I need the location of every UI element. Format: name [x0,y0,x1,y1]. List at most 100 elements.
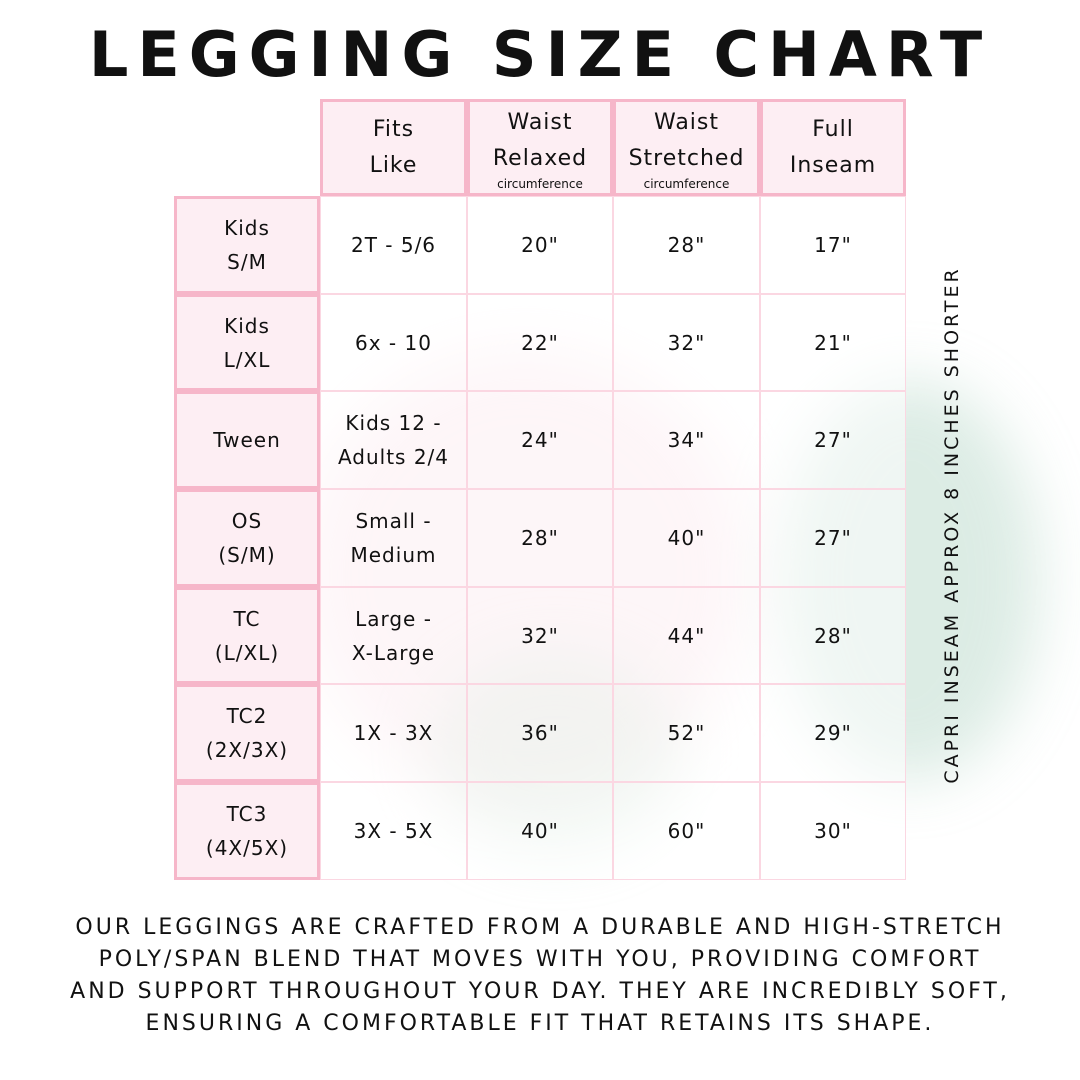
inseam-cell: 21" [760,293,906,392]
size-table: Fits Like Waist Relaxed circumference Waist St… [174,99,906,880]
row-header-size: Kids L/XL [174,293,320,392]
cell-text: 28" [521,525,559,550]
cell-text: circumference [497,176,583,191]
cell-text: 52" [667,721,706,746]
stretched-cell: 44" [613,586,760,685]
cell-text: (L/XL) [214,640,280,665]
cell-text: 30" [814,818,852,843]
cell-text: 32" [667,330,706,355]
cell-text: Large - [355,606,432,631]
relaxed-cell: 20" [467,196,613,294]
stretched-cell: 40" [613,489,760,587]
cell-text: Relaxed [492,145,588,171]
cell-text: 27" [814,525,852,550]
cell-text: Medium [350,542,437,567]
page-title: LEGGING SIZE CHART [88,18,992,91]
cell-text: 44" [667,623,706,648]
stretched-cell: 52" [613,684,760,783]
cell-text: 3X - 5X [353,818,434,843]
cell-text: Kids 12 - [345,411,442,436]
cell-text: Waist [653,109,720,135]
cell-text: Fits [372,116,415,142]
stretched-cell: 34" [613,391,760,490]
fits-like-cell: 2T - 5/6 [320,196,467,294]
relaxed-cell: 36" [467,684,613,783]
fits-like-cell: Small - Medium [320,489,467,587]
fits-like-cell: Kids 12 - Adults 2/4 [320,391,467,490]
inseam-cell: 27" [760,489,906,587]
cell-text: 36" [521,721,559,746]
cell-text: circumference [643,176,730,191]
column-header: Fits Like [320,99,467,196]
cell-text: 32" [521,623,559,648]
cell-text: X-Large [351,640,436,665]
row-header-size: TC (L/XL) [174,586,320,685]
cell-text: 20" [521,232,559,257]
cell-text: Adults 2/4 [337,445,450,470]
cell-text: TC3 [226,801,268,826]
stretched-cell: 28" [613,196,760,294]
stretched-cell: 32" [613,293,760,392]
relaxed-cell: 40" [467,782,613,880]
cell-text: 22" [521,330,559,355]
corner-cell [174,99,320,196]
relaxed-cell: 22" [467,293,613,392]
fits-like-cell: 6x - 10 [320,293,467,392]
cell-text: TC [233,606,261,631]
cell-text: (2X/3X) [205,738,289,763]
description-line: ensuring a comfortable fit that retains … [145,1011,935,1036]
row-header-size: OS (S/M) [174,489,320,587]
cell-text: 24" [521,428,559,453]
cell-text: Small - [355,508,432,533]
column-header: Waist Stretched circumference [613,99,760,196]
cell-text: 17" [814,232,852,257]
cell-text: TC2 [226,704,268,729]
cell-text: Tween [213,428,281,453]
cell-text: Full [812,116,854,142]
cell-text: 1X - 3X [353,721,434,746]
inseam-cell: 29" [760,684,906,783]
cell-text: (4X/5X) [205,835,289,860]
cell-text: 40" [667,525,706,550]
column-header: Full Inseam [760,99,906,196]
cell-text: Stretched [628,145,745,171]
relaxed-cell: 28" [467,489,613,587]
capri-note: CAPRI INSEAM APPROX 8 INCHES SHORTER [941,266,963,784]
cell-text: Kids [224,215,270,240]
cell-text: OS [231,508,263,533]
cell-text: Kids [224,313,270,338]
cell-text: 2T - 5/6 [350,232,437,257]
row-header-size: Kids S/M [174,196,320,294]
stretched-cell: 60" [613,782,760,880]
cell-text: 28" [814,623,852,648]
description-line: Our leggings are crafted from a durable … [75,915,1005,940]
row-header-size: TC2 (2X/3X) [174,684,320,783]
cell-text: L/XL [223,347,271,372]
cell-text: Waist [507,109,573,135]
cell-text: 6x - 10 [355,330,432,355]
inseam-cell: 27" [760,391,906,490]
cell-text: Inseam [789,152,877,178]
fits-like-cell: 3X - 5X [320,782,467,880]
cell-text: 21" [814,330,852,355]
inseam-cell: 28" [760,586,906,685]
relaxed-cell: 24" [467,391,613,490]
row-header-size: Tween [174,391,320,490]
cell-text: (S/M) [218,542,276,567]
description-line: and support throughout your day. They ar… [70,979,1010,1004]
cell-text: S/M [227,249,267,274]
description: Our leggings are crafted from a durable … [40,912,1040,1040]
column-header: Waist Relaxed circumference [467,99,613,196]
description-line: poly/span blend that moves with you, pro… [98,947,982,972]
cell-text: Like [369,152,418,178]
inseam-cell: 30" [760,782,906,880]
cell-text: 34" [667,428,706,453]
cell-text: 29" [814,721,852,746]
cell-text: 60" [667,818,706,843]
fits-like-cell: Large - X-Large [320,586,467,685]
row-header-size: TC3 (4X/5X) [174,782,320,880]
relaxed-cell: 32" [467,586,613,685]
inseam-cell: 17" [760,196,906,294]
fits-like-cell: 1X - 3X [320,684,467,783]
cell-text: 40" [521,818,559,843]
